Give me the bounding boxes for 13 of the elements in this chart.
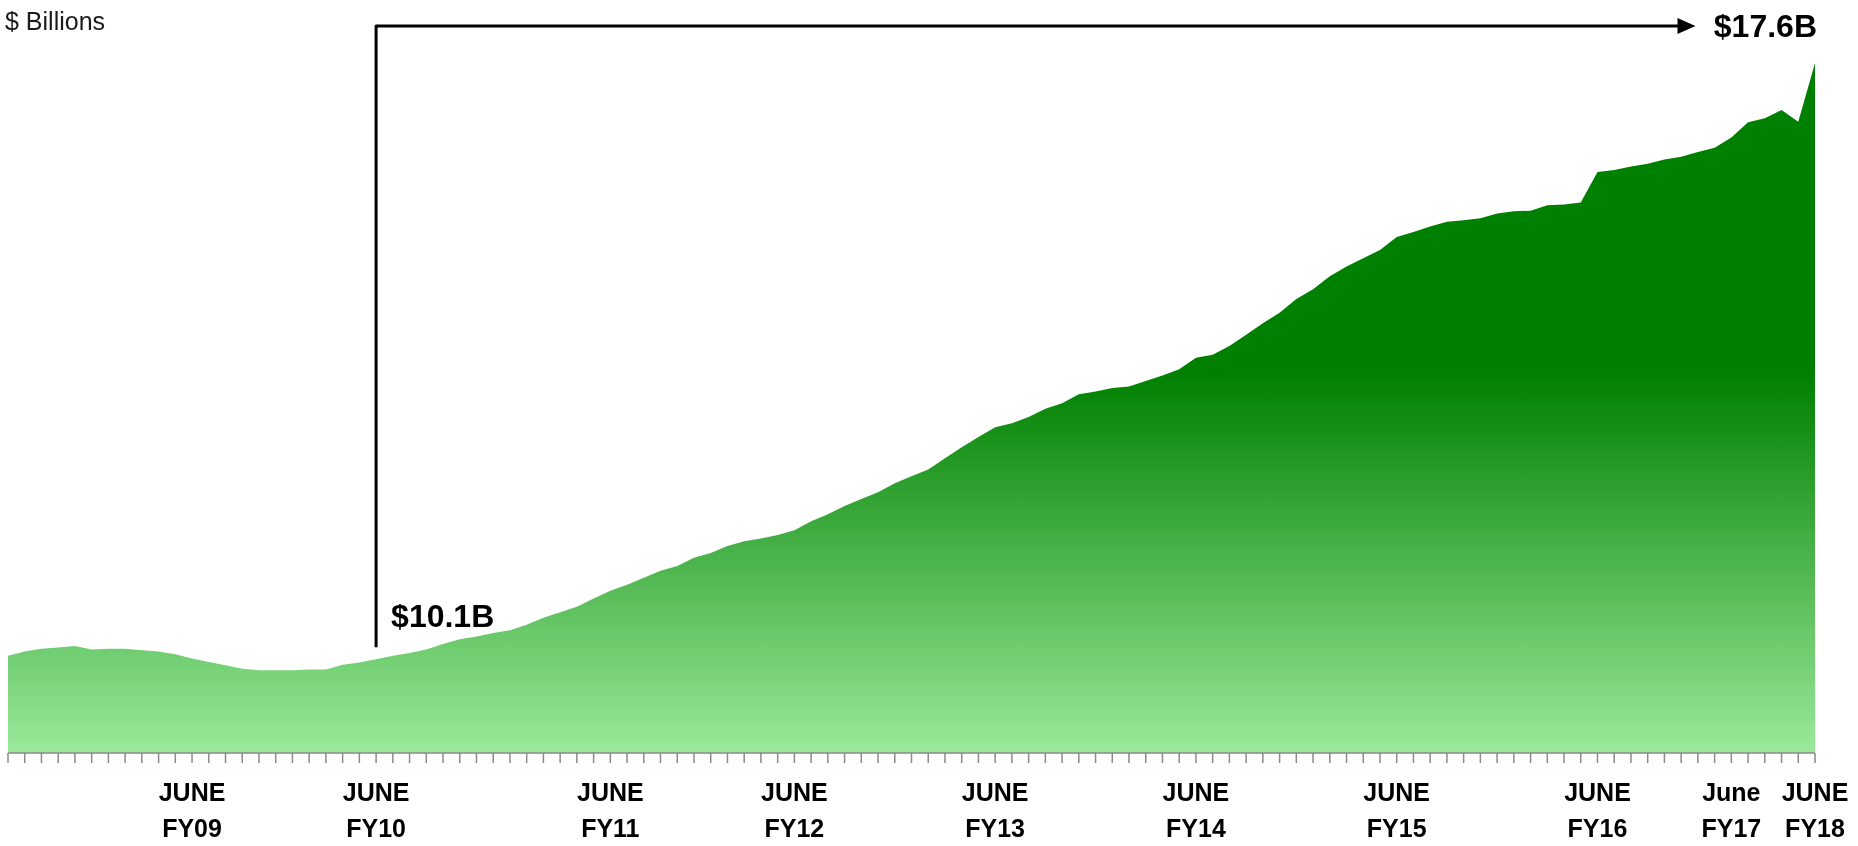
annotation: $17.6B <box>1713 8 1817 44</box>
x-tick-label: JUNE FY15 <box>1363 778 1431 842</box>
x-tick-label: JUNE FY10 <box>342 778 410 842</box>
x-tick-label: JUNE FY16 <box>1564 778 1631 842</box>
annotation: $10.1B <box>391 598 495 635</box>
x-tick-label: JUNE FY13 <box>961 778 1029 842</box>
x-tick-label: JUNE FY11 <box>576 778 644 842</box>
x-tick-label: JUNE FY09 <box>158 778 226 842</box>
x-tick-label: JUNE FY12 <box>761 778 828 842</box>
x-tick-label: JUNE FY18 <box>1781 778 1849 842</box>
x-tick-label: JUNE FY14 <box>1162 778 1230 842</box>
y-axis-title: $ Billions <box>5 7 106 35</box>
x-tick-label: June FY17 <box>1701 778 1762 842</box>
